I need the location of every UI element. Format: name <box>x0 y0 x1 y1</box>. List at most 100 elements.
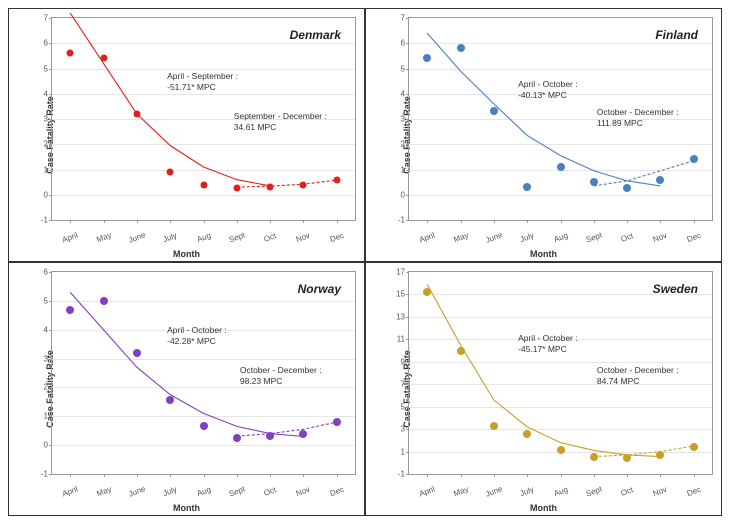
x-tick-mark <box>627 220 628 223</box>
panel-title: Finland <box>655 28 698 42</box>
x-tick-label: Sept <box>228 484 247 498</box>
x-tick-label: Sept <box>585 230 604 244</box>
annotation-line2: -40.13* MPC <box>518 90 578 101</box>
data-point <box>267 184 274 191</box>
annotation: September - December :34.61 MPC <box>234 111 327 133</box>
y-tick-label: 0 <box>34 441 48 450</box>
x-tick-mark <box>494 474 495 477</box>
x-tick-label: Dec <box>329 231 345 244</box>
x-tick-label: July <box>162 231 178 244</box>
plot-area: -11357911131517AprilMayJuneJulyAugSeptOc… <box>408 271 713 475</box>
panel-denmark: Case Fatality RateMonth-101234567AprilMa… <box>8 8 365 262</box>
annotation-line1: October - December : <box>597 365 679 376</box>
x-tick-label: Aug <box>195 231 211 244</box>
y-tick-label: 13 <box>391 312 405 321</box>
x-tick-label: July <box>519 231 535 244</box>
annotation-line1: October - December : <box>597 107 679 118</box>
data-point <box>490 107 498 115</box>
x-tick-mark <box>104 474 105 477</box>
y-tick-label: 3 <box>391 115 405 124</box>
x-tick-label: May <box>452 485 469 499</box>
x-tick-mark <box>70 474 71 477</box>
x-tick-mark <box>137 474 138 477</box>
x-tick-mark <box>270 220 271 223</box>
annotation-line1: April - October : <box>167 325 227 336</box>
data-point <box>656 451 664 459</box>
x-tick-mark <box>170 474 171 477</box>
y-tick-label: 2 <box>34 140 48 149</box>
x-tick-label: Nov <box>295 485 311 498</box>
x-tick-label: Dec <box>686 231 702 244</box>
data-point <box>200 181 207 188</box>
annotation-line2: 84.74 MPC <box>597 376 679 387</box>
data-point <box>299 430 307 438</box>
annotation-line2: -42.28* MPC <box>167 336 227 347</box>
x-tick-label: May <box>452 231 469 245</box>
x-tick-label: June <box>484 484 503 498</box>
trend-curve-dashed <box>594 161 694 186</box>
data-point <box>423 54 431 62</box>
panel-title: Denmark <box>290 28 341 42</box>
x-tick-mark <box>627 474 628 477</box>
x-tick-label: April <box>61 485 79 499</box>
data-point <box>523 183 531 191</box>
annotation: April - October :-42.28* MPC <box>167 325 227 347</box>
annotation-line1: October - December : <box>240 365 322 376</box>
panel-norway: Case Fatality RateMonth-10123456AprilMay… <box>8 262 365 516</box>
annotation: October - December :84.74 MPC <box>597 365 679 387</box>
data-point <box>200 422 208 430</box>
x-tick-label: Sept <box>228 230 247 244</box>
data-point <box>100 297 108 305</box>
data-point <box>523 430 531 438</box>
x-tick-mark <box>527 474 528 477</box>
data-point <box>690 443 698 451</box>
x-tick-label: Nov <box>652 485 668 498</box>
y-tick-label: 3 <box>391 425 405 434</box>
x-tick-mark <box>427 474 428 477</box>
x-tick-mark <box>561 474 562 477</box>
annotation: April - October :-40.13* MPC <box>518 79 578 101</box>
x-tick-mark <box>494 220 495 223</box>
y-tick-label: 0 <box>391 190 405 199</box>
y-tick-label: 5 <box>34 296 48 305</box>
y-tick-label: 7 <box>391 380 405 389</box>
y-tick-label: 5 <box>34 64 48 73</box>
plot-area: -10123456AprilMayJuneJulyAugSeptOctNovDe… <box>51 271 356 475</box>
trend-curve-dashed <box>594 446 694 457</box>
y-tick-label: 3 <box>34 115 48 124</box>
y-tick-label: 6 <box>34 268 48 277</box>
y-tick-label: 5 <box>391 64 405 73</box>
panel-title: Norway <box>298 282 341 296</box>
x-tick-mark <box>337 220 338 223</box>
x-tick-mark <box>237 474 238 477</box>
data-point <box>590 453 598 461</box>
x-tick-mark <box>137 220 138 223</box>
y-tick-mark <box>406 220 409 221</box>
data-point <box>266 432 274 440</box>
x-tick-label: Nov <box>295 231 311 244</box>
chart-grid: Case Fatality RateMonth-101234567AprilMa… <box>8 8 722 516</box>
data-point <box>133 349 141 357</box>
annotation-line1: September - December : <box>234 111 327 122</box>
y-tick-label: 17 <box>391 268 405 277</box>
annotation-line2: -51.71* MPC <box>167 82 238 93</box>
x-tick-mark <box>204 474 205 477</box>
data-point <box>557 446 565 454</box>
x-tick-mark <box>104 220 105 223</box>
annotation-line1: April - September : <box>167 71 238 82</box>
data-point <box>557 163 565 171</box>
data-point <box>66 306 74 314</box>
y-tick-label: 1 <box>34 165 48 174</box>
annotation-line2: 111.89 MPC <box>597 118 679 129</box>
x-axis-label: Month <box>530 503 557 513</box>
x-tick-mark <box>70 220 71 223</box>
x-tick-mark <box>427 220 428 223</box>
y-tick-label: 2 <box>391 140 405 149</box>
x-tick-label: June <box>484 230 503 244</box>
x-tick-mark <box>694 474 695 477</box>
x-tick-label: July <box>519 485 535 498</box>
y-tick-label: 4 <box>391 89 405 98</box>
y-tick-label: 3 <box>34 354 48 363</box>
y-tick-label: 7 <box>391 14 405 23</box>
y-tick-label: 5 <box>391 402 405 411</box>
